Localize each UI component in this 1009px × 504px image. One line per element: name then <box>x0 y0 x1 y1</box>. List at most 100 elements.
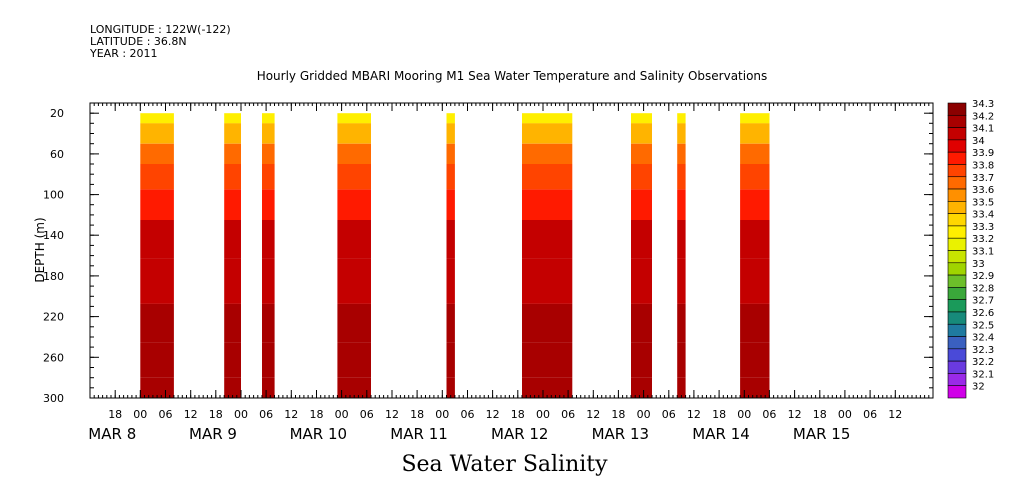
colorbar-label: 32.1 <box>972 369 994 380</box>
x-hour-tick-label: 00 <box>133 408 147 421</box>
colorbar-swatch <box>947 176 967 190</box>
salinity-cell <box>262 164 275 190</box>
salinity-cell <box>262 342 275 378</box>
salinity-cell <box>337 143 371 164</box>
axes: 18 00 06 12 18 00 06 12 18 00 06 12 18 00 06 12 18 00 06 12… <box>43 102 934 443</box>
colorbar-label: 33.7 <box>972 173 994 184</box>
colorbar-label: 32.2 <box>972 357 994 368</box>
colorbar-label: 33.6 <box>972 185 994 196</box>
x-hour-tick-label: 00 <box>335 408 349 421</box>
salinity-cell <box>446 123 455 144</box>
colorbar-swatch <box>947 201 967 214</box>
x-hour-tick-label: 06 <box>259 408 273 421</box>
salinity-cell <box>140 342 174 378</box>
salinity-cell <box>677 303 686 342</box>
colorbar-label: 32.9 <box>972 271 994 282</box>
x-hour-tick-label: 12 <box>184 408 198 421</box>
colorbar-swatch <box>947 237 967 251</box>
y-tick-label: 300 <box>43 392 64 405</box>
salinity-cell <box>522 164 573 190</box>
salinity-cell <box>522 342 573 378</box>
x-hour-tick-label: 06 <box>762 408 776 421</box>
salinity-cell <box>262 123 275 144</box>
salinity-cell <box>446 377 455 398</box>
salinity-cell <box>262 258 275 304</box>
salinity-cell <box>631 164 652 190</box>
salinity-cell <box>446 220 455 259</box>
x-hour-tick-label: 06 <box>662 408 676 421</box>
salinity-cell <box>140 143 174 164</box>
salinity-cell <box>446 143 455 164</box>
salinity-cell <box>740 143 770 164</box>
salinity-cell <box>140 303 174 342</box>
x-hour-tick-label: 06 <box>159 408 173 421</box>
salinity-cell <box>224 123 241 144</box>
salinity-cell <box>740 377 770 398</box>
salinity-cell <box>262 113 275 124</box>
y-tick-label: 60 <box>50 148 64 161</box>
colorbar-label: 33.9 <box>972 148 994 159</box>
x-day-label: MAR 15 <box>793 425 850 443</box>
salinity-cell <box>224 143 241 164</box>
year-label: YEAR : 2011 <box>90 47 158 60</box>
salinity-cell <box>262 377 275 398</box>
x-hour-tick-label: 12 <box>486 408 500 421</box>
x-hour-tick-label: 18 <box>511 408 525 421</box>
x-hour-tick-label: 12 <box>385 408 399 421</box>
colorbar-swatch <box>947 299 967 313</box>
x-hour-tick-label: 18 <box>611 408 625 421</box>
y-tick-label: 20 <box>50 107 64 120</box>
colorbar-swatch <box>947 373 967 387</box>
colorbar-label: 32.3 <box>972 345 994 356</box>
colorbar-label: 32.4 <box>972 333 994 344</box>
salinity-cell <box>224 258 241 304</box>
latitude-label: LATITUDE : 36.8N <box>90 35 187 48</box>
salinity-cell <box>631 189 652 220</box>
salinity-cell <box>740 342 770 378</box>
salinity-cell <box>522 189 573 220</box>
chart-title: Hourly Gridded MBARI Mooring M1 Sea Wate… <box>257 69 768 83</box>
salinity-cell <box>262 220 275 259</box>
salinity-cell <box>337 303 371 342</box>
x-axis-label: Sea Water Salinity <box>401 452 608 477</box>
salinity-cell <box>740 113 770 124</box>
colorbar-label: 34.1 <box>972 124 994 135</box>
salinity-cell <box>677 143 686 164</box>
x-hour-tick-label: 00 <box>637 408 651 421</box>
x-day-label: MAR 10 <box>290 425 347 443</box>
salinity-cell <box>446 258 455 304</box>
colorbar-swatch <box>947 274 967 288</box>
x-hour-tick-label: 18 <box>310 408 324 421</box>
x-day-label: MAR 8 <box>88 425 136 443</box>
salinity-cell <box>140 164 174 190</box>
salinity-cell <box>631 342 652 378</box>
salinity-cell <box>224 220 241 259</box>
salinity-cell <box>631 377 652 398</box>
colorbar-label: 32.6 <box>972 308 994 319</box>
colorbar-swatch <box>947 262 967 276</box>
y-axis-label: DEPTH (m) <box>33 217 47 282</box>
colorbar-swatch <box>947 287 967 300</box>
salinity-cell <box>224 303 241 342</box>
salinity-cell <box>631 113 652 124</box>
salinity-cell <box>337 189 371 220</box>
x-hour-tick-label: 06 <box>461 408 475 421</box>
colorbar-swatch <box>947 151 967 165</box>
y-tick-label: 180 <box>43 270 64 283</box>
salinity-cell <box>337 220 371 259</box>
salinity-cell <box>140 258 174 304</box>
salinity-cell <box>224 377 241 398</box>
salinity-cell <box>522 143 573 164</box>
salinity-cell <box>631 303 652 342</box>
salinity-cell <box>677 220 686 259</box>
salinity-cell <box>224 189 241 220</box>
x-hour-tick-label: 18 <box>813 408 827 421</box>
salinity-cell <box>522 220 573 259</box>
salinity-cell <box>224 113 241 124</box>
salinity-cell <box>446 113 455 124</box>
salinity-cell <box>522 258 573 304</box>
x-day-label: MAR 9 <box>189 425 237 443</box>
colorbar-swatch <box>947 225 967 239</box>
x-hour-tick-label: 00 <box>737 408 751 421</box>
